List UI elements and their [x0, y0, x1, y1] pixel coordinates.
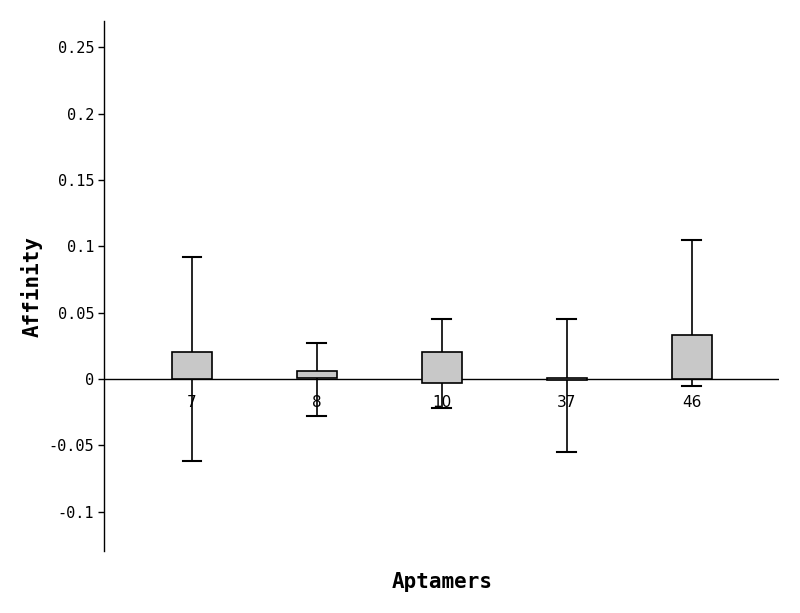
FancyBboxPatch shape [672, 335, 712, 379]
Text: 46: 46 [682, 395, 702, 410]
FancyBboxPatch shape [297, 371, 337, 378]
Y-axis label: Affinity: Affinity [21, 235, 43, 337]
FancyBboxPatch shape [172, 352, 212, 379]
Text: 10: 10 [432, 395, 451, 410]
FancyBboxPatch shape [422, 352, 462, 383]
Text: 8: 8 [312, 395, 322, 410]
Text: 7: 7 [187, 395, 197, 410]
FancyBboxPatch shape [546, 378, 586, 380]
Text: 37: 37 [557, 395, 577, 410]
X-axis label: Aptamers: Aptamers [391, 572, 492, 592]
